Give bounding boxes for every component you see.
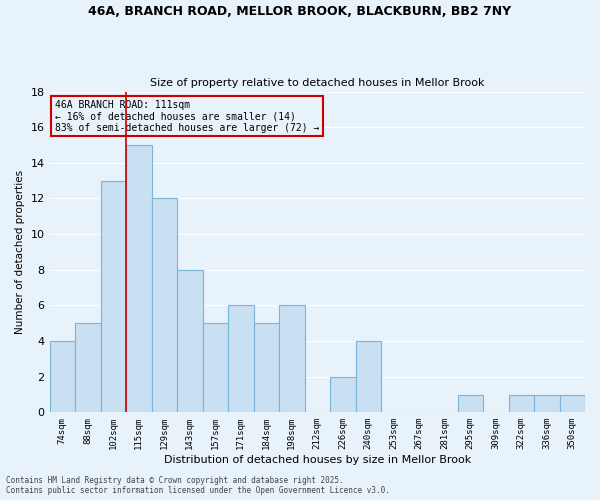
- Text: 46A BRANCH ROAD: 111sqm
← 16% of detached houses are smaller (14)
83% of semi-de: 46A BRANCH ROAD: 111sqm ← 16% of detache…: [55, 100, 319, 133]
- Bar: [152, 198, 177, 412]
- Text: Contains HM Land Registry data © Crown copyright and database right 2025.
Contai: Contains HM Land Registry data © Crown c…: [6, 476, 390, 495]
- Bar: [126, 145, 152, 412]
- Bar: [254, 323, 279, 412]
- Bar: [534, 394, 560, 412]
- Y-axis label: Number of detached properties: Number of detached properties: [15, 170, 25, 334]
- Title: Size of property relative to detached houses in Mellor Brook: Size of property relative to detached ho…: [150, 78, 485, 88]
- Bar: [101, 180, 126, 412]
- Bar: [279, 306, 305, 412]
- Text: 46A, BRANCH ROAD, MELLOR BROOK, BLACKBURN, BB2 7NY: 46A, BRANCH ROAD, MELLOR BROOK, BLACKBUR…: [88, 5, 512, 18]
- Bar: [50, 341, 75, 412]
- X-axis label: Distribution of detached houses by size in Mellor Brook: Distribution of detached houses by size …: [164, 455, 471, 465]
- Bar: [228, 306, 254, 412]
- Bar: [203, 323, 228, 412]
- Bar: [356, 341, 381, 412]
- Bar: [330, 376, 356, 412]
- Bar: [458, 394, 483, 412]
- Bar: [560, 394, 585, 412]
- Bar: [177, 270, 203, 412]
- Bar: [509, 394, 534, 412]
- Bar: [75, 323, 101, 412]
